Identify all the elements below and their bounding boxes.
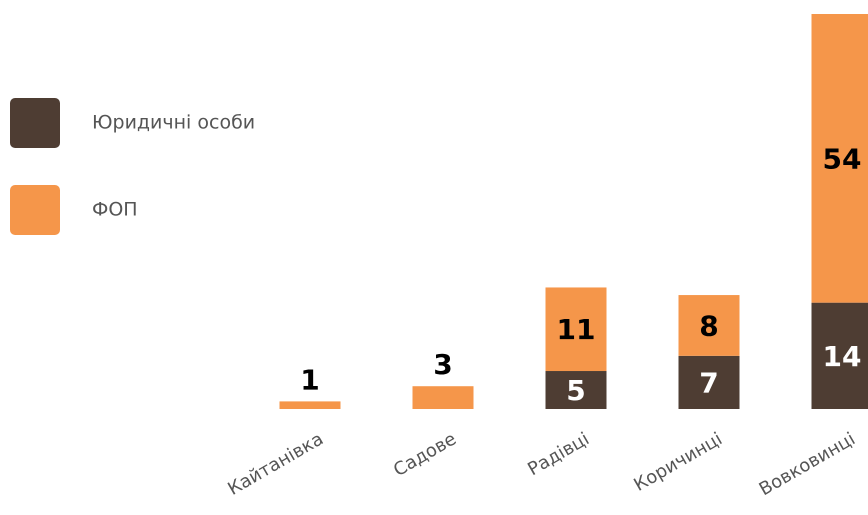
value-label: 1 bbox=[300, 363, 319, 396]
bar-segment bbox=[811, 302, 868, 409]
legend-swatch bbox=[10, 98, 60, 148]
legend-label: Юридичні особи bbox=[92, 112, 255, 134]
value-label: 11 bbox=[557, 313, 596, 346]
value-label: 3 bbox=[433, 348, 452, 381]
x-tick-label: Коричинці bbox=[630, 428, 726, 495]
bar-segment bbox=[545, 287, 607, 372]
value-label: 5 bbox=[566, 374, 585, 407]
x-tick-label: Садове bbox=[390, 428, 460, 481]
value-label: 54 bbox=[823, 142, 862, 175]
bar-segment bbox=[811, 14, 868, 303]
bar-segment bbox=[279, 401, 341, 409]
value-label: 7 bbox=[699, 366, 718, 399]
x-tick-label: Кайтанівка bbox=[224, 428, 327, 499]
bar-segment bbox=[678, 295, 740, 356]
bar-segment bbox=[545, 371, 607, 409]
value-label: 8 bbox=[699, 309, 718, 342]
legend-swatch bbox=[10, 185, 60, 235]
bar-segment bbox=[678, 355, 740, 409]
bars bbox=[279, 14, 868, 409]
legend-label: ФОП bbox=[92, 199, 138, 221]
x-tick-label: Вовковинці bbox=[756, 428, 859, 500]
value-label: 14 bbox=[823, 340, 862, 373]
x-tick-label: Радівці bbox=[524, 428, 593, 480]
bar-segment bbox=[412, 386, 474, 409]
